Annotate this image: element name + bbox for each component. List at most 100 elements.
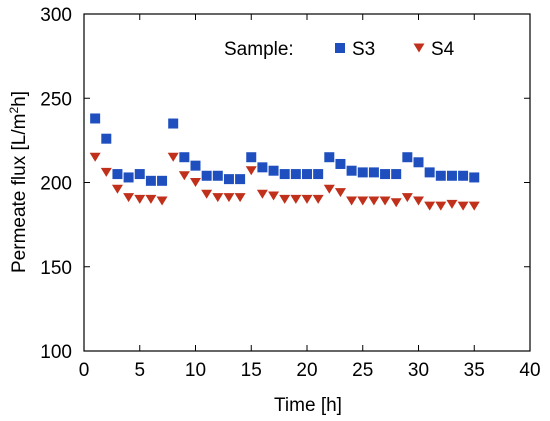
data-point-S3: [435, 170, 446, 181]
data-point-S4: [435, 201, 447, 211]
data-point-S4: [357, 196, 369, 206]
x-tick-label: 20: [296, 360, 317, 381]
y-axis-title: Permeate flux [L/m2h]: [7, 91, 30, 273]
data-point-S3: [212, 170, 223, 181]
data-point-S3: [424, 167, 435, 178]
data-point-S4: [346, 196, 358, 206]
data-point-S4: [245, 166, 257, 176]
series-S4: [89, 152, 480, 211]
data-point-S3: [123, 172, 134, 183]
y-axis-title-superscript: 2: [7, 107, 21, 114]
data-point-S3: [368, 167, 379, 178]
legend-label-S3: S3: [352, 39, 375, 60]
data-point-S4: [379, 196, 391, 206]
data-point-S3: [257, 162, 268, 173]
data-point-S3: [201, 170, 212, 181]
data-point-S4: [468, 201, 480, 211]
y-tick-label: 200: [40, 174, 72, 195]
data-point-S3: [469, 172, 480, 183]
data-point-S4: [368, 196, 380, 206]
data-point-S4: [446, 199, 458, 209]
data-point-S3: [268, 165, 279, 176]
x-tick-label: 30: [408, 360, 429, 381]
legend-marker-S4: [413, 43, 425, 53]
y-axis-title-prefix: Permeate flux [L/m: [9, 114, 30, 273]
x-axis-title: Time [h]: [274, 395, 342, 416]
data-series: [89, 113, 480, 211]
data-point-S3: [346, 165, 357, 176]
legend-marker-S3: [335, 43, 345, 53]
data-point-S4: [413, 196, 424, 206]
ticks: 0 5 10 15 20 25 30 35 40 100 150 200 250 300: [40, 5, 540, 381]
data-point-S4: [457, 201, 469, 211]
data-point-S3: [391, 169, 402, 180]
data-point-S4: [401, 193, 413, 203]
data-point-S3: [413, 157, 424, 168]
data-point-S4: [334, 188, 346, 198]
data-point-S3: [101, 133, 112, 144]
data-point-S3: [380, 169, 391, 180]
data-point-S3: [190, 160, 201, 171]
data-point-S3: [90, 113, 101, 124]
data-point-S3: [246, 152, 257, 163]
data-point-S4: [290, 194, 302, 204]
data-point-S3: [458, 170, 469, 181]
x-tick-label: 25: [352, 360, 373, 381]
data-point-S4: [111, 184, 123, 194]
data-point-S4: [312, 194, 324, 204]
y-tick-label: 100: [40, 342, 72, 363]
data-point-S4: [89, 152, 101, 162]
y-axis-title-suffix: h]: [9, 91, 30, 107]
data-point-S3: [179, 152, 190, 163]
data-point-S3: [290, 169, 301, 180]
data-point-S3: [324, 152, 335, 163]
data-point-S4: [234, 193, 246, 203]
data-point-S4: [390, 198, 402, 208]
legend: Sample: S3 S4: [224, 39, 455, 60]
y-tick-label: 250: [40, 89, 72, 110]
legend-title: Sample:: [224, 39, 294, 60]
data-point-S4: [190, 178, 201, 187]
data-point-S3: [168, 118, 179, 129]
data-point-S3: [157, 175, 168, 186]
legend-label-S4: S4: [431, 39, 455, 60]
x-tick-label: 10: [185, 360, 206, 381]
data-point-S4: [424, 201, 436, 211]
data-point-S3: [145, 175, 156, 186]
data-point-S4: [134, 194, 146, 204]
data-point-S4: [100, 167, 112, 177]
data-point-S4: [279, 194, 291, 204]
data-point-S4: [212, 193, 224, 203]
data-point-S3: [335, 158, 346, 169]
data-point-S3: [313, 169, 324, 180]
data-point-S3: [402, 152, 413, 163]
data-point-S4: [123, 193, 135, 203]
x-tick-label: 5: [134, 360, 145, 381]
data-point-S3: [446, 170, 457, 181]
data-point-S3: [235, 174, 246, 185]
data-point-S4: [323, 184, 335, 194]
data-point-S4: [145, 194, 157, 204]
x-tick-label: 15: [241, 360, 262, 381]
series-S3: [90, 113, 480, 186]
data-point-S4: [201, 189, 213, 199]
data-point-S4: [156, 196, 168, 206]
data-point-S4: [167, 152, 179, 162]
x-tick-label: 35: [464, 360, 485, 381]
x-tick-label: 0: [79, 360, 90, 381]
data-point-S3: [112, 169, 123, 180]
data-point-S3: [302, 169, 312, 180]
data-point-S3: [357, 167, 368, 178]
data-point-S4: [256, 189, 268, 199]
data-point-S3: [279, 169, 290, 180]
x-tick-label: 40: [519, 360, 540, 381]
data-point-S4: [178, 171, 190, 181]
data-point-S3: [134, 169, 145, 180]
y-tick-label: 300: [40, 5, 72, 26]
y-tick-label: 150: [40, 258, 72, 279]
data-point-S4: [301, 194, 313, 204]
data-point-S4: [223, 193, 235, 203]
data-point-S3: [223, 174, 234, 185]
